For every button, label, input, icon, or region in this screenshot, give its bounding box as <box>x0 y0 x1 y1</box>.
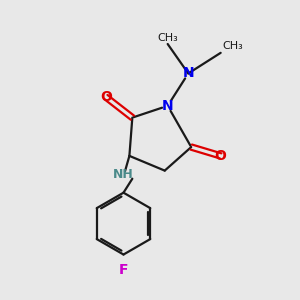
Text: O: O <box>215 149 226 163</box>
Text: NH: NH <box>113 168 134 181</box>
Text: O: O <box>100 90 112 104</box>
Text: N: N <box>182 66 194 80</box>
Text: CH₃: CH₃ <box>157 32 178 43</box>
Text: CH₃: CH₃ <box>222 41 243 51</box>
Text: N: N <box>162 99 173 113</box>
Text: F: F <box>119 263 128 277</box>
